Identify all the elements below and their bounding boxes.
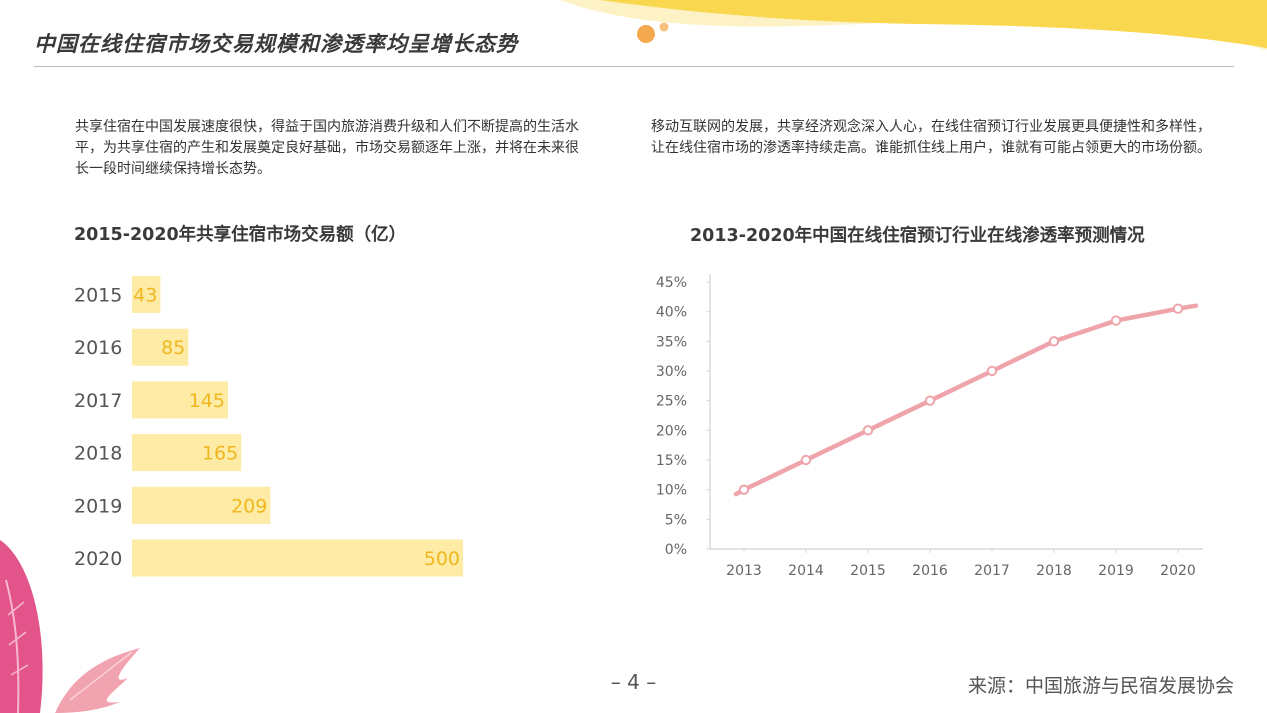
line-chart-title: 2013-2020年中国在线住宿预订行业在线渗透率预测情况 [690, 226, 1145, 246]
x-tick-label: 2020 [1160, 563, 1196, 579]
bar-value-label: 500 [424, 548, 460, 570]
bar-category-label: 2020 [74, 548, 122, 570]
x-tick-label: 2018 [1036, 563, 1072, 579]
bar-chart-title: 2015-2020年共享住宿市场交易额（亿） [74, 225, 407, 245]
title-divider [34, 66, 1234, 67]
bar-category-label: 2019 [74, 495, 122, 517]
bar-2018 [132, 434, 242, 472]
orange-dot-small [659, 22, 669, 32]
bar-value-label: 145 [189, 390, 225, 412]
leaf-decoration [0, 540, 140, 713]
x-tick-label: 2016 [912, 563, 948, 579]
x-tick-label: 2017 [974, 563, 1010, 579]
y-tick-label: 25% [656, 394, 687, 410]
y-tick-label: 35% [656, 334, 687, 350]
page-number: – 4 – [610, 670, 657, 694]
bar-category-label: 2016 [74, 337, 122, 359]
data-point-2015 [862, 425, 874, 436]
intro-paragraph-left: 共享住宿在中国发展速度很快，得益于国内旅游消费升级和人们不断提高的生活水平，为共… [75, 119, 579, 177]
data-point-2017 [986, 365, 998, 377]
y-tick-label: 20% [656, 423, 687, 439]
bar-2015 [132, 276, 161, 313]
intro-paragraph-right: 移动互联网的发展，共享经济观念深入人心，在线住宿预订行业发展更具便捷性和多样性，… [651, 119, 1211, 156]
source-note: 来源：中国旅游与民宿发展协会 [967, 675, 1234, 697]
line-chart: 0% 5% 10% 15% 20% 25% 30% 35% 40% 45% 2013 2014 2015… [656, 274, 1203, 579]
bar-2019 [132, 486, 271, 524]
y-tick-label: 40% [656, 305, 687, 321]
bar-category-label: 2017 [74, 390, 122, 412]
bar-value-label: 209 [231, 495, 267, 517]
bar-category-label: 2018 [74, 443, 122, 465]
x-tick-label: 2014 [788, 563, 824, 579]
data-point-2014 [800, 454, 812, 466]
y-tick-label: 15% [656, 453, 687, 469]
bar-2016 [132, 328, 189, 366]
y-tick-label: 30% [656, 364, 687, 380]
y-tick-label: 5% [665, 512, 687, 528]
y-tick-label: 10% [656, 483, 687, 499]
bar-value-label: 85 [161, 337, 185, 359]
data-point-2020 [1172, 303, 1184, 314]
data-point-2018 [1048, 336, 1060, 347]
x-tick-label: 2013 [726, 563, 762, 579]
bar-2020 [132, 539, 463, 577]
penetration-rate-line [733, 303, 1199, 497]
y-tick-label: 45% [656, 275, 687, 291]
x-tick-label: 2015 [850, 563, 886, 579]
data-point-2013 [738, 484, 750, 495]
bar-value-label: 165 [202, 443, 238, 465]
orange-dot-large [637, 25, 655, 43]
top-wave-decoration [560, 0, 1267, 50]
y-tick-label: 0% [665, 542, 687, 558]
x-tick-label: 2019 [1098, 563, 1134, 579]
page-title: 中国在线住宿市场交易规模和渗透率均呈增长态势 [34, 32, 518, 56]
data-point-2016 [924, 395, 936, 406]
bar-chart: 2015 43 2016 85 2017 145 2018 165 2019 209 2020 500 [74, 276, 463, 577]
bar-value-label: 43 [133, 285, 157, 307]
bar-category-label: 2015 [74, 285, 122, 307]
bar-2017 [132, 381, 228, 419]
data-point-2019 [1110, 315, 1122, 326]
